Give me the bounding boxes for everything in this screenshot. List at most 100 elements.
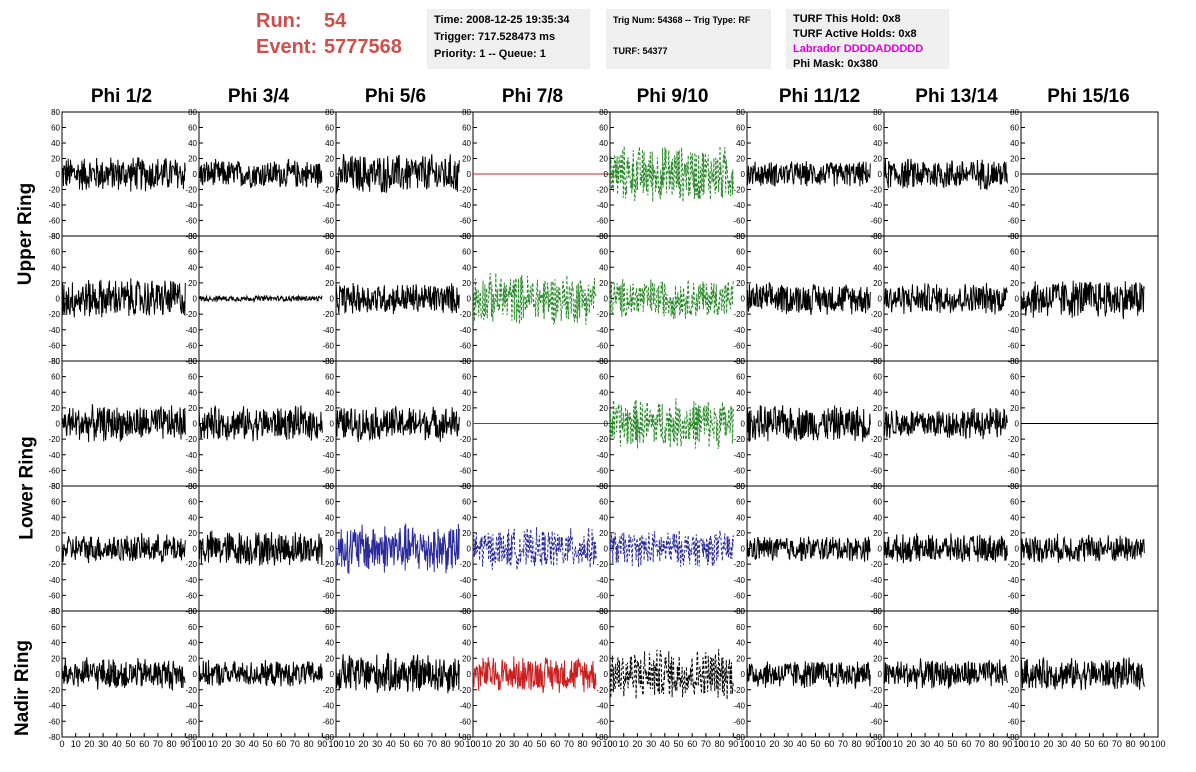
column-label-phi-1-2: Phi 1/2	[90, 86, 153, 107]
y-tick-label: 40	[188, 139, 197, 148]
y-tick-label: 0	[467, 420, 472, 429]
y-tick-label: -40	[733, 451, 745, 460]
y-tick-label: -20	[870, 686, 882, 695]
y-tick-label: 0	[56, 295, 61, 304]
y-tick-label: 0	[193, 420, 198, 429]
y-tick-label: 40	[51, 388, 60, 397]
y-tick-label: -20	[185, 310, 197, 319]
waveform-series	[198, 158, 323, 189]
y-tick-label: 60	[1010, 124, 1019, 133]
labrador-text: Labrador DDDDADDDDD	[793, 43, 924, 55]
y-tick-label: -60	[185, 466, 197, 475]
y-tick-label: 60	[873, 124, 882, 133]
y-tick-label: 40	[188, 639, 197, 648]
x-tick-label: 80	[441, 739, 451, 749]
y-tick-label: -60	[48, 466, 60, 475]
waveform-series	[609, 398, 734, 450]
y-tick-label: -60	[1007, 591, 1019, 600]
y-tick-label: 20	[325, 529, 334, 538]
x-tick-label: 30	[646, 739, 656, 749]
x-tick-label: 100	[876, 739, 891, 749]
y-tick-label: 80	[188, 232, 197, 241]
y-tick-label: 40	[325, 263, 334, 272]
y-tick-label: 0	[604, 170, 609, 179]
y-tick-label: -20	[48, 560, 60, 569]
x-tick-label: 10	[756, 739, 766, 749]
y-tick-label: -20	[596, 686, 608, 695]
y-tick-label: -40	[596, 201, 608, 210]
y-tick-label: -60	[185, 217, 197, 226]
y-tick-label: 40	[1010, 263, 1019, 272]
trig-num-text: Trig Num: 54368 -- Trig Type: RF	[613, 15, 751, 25]
y-tick-label: 20	[736, 155, 745, 164]
y-tick-label: -80	[48, 607, 60, 616]
y-tick-label: -20	[733, 560, 745, 569]
y-tick-label: 60	[599, 498, 608, 507]
y-tick-label: -20	[1007, 560, 1019, 569]
y-tick-label: -60	[596, 591, 608, 600]
x-tick-label: 80	[852, 739, 862, 749]
y-tick-label: 0	[330, 170, 335, 179]
y-tick-label: 20	[873, 529, 882, 538]
x-tick-label: 70	[290, 739, 300, 749]
y-tick-label: -60	[1007, 341, 1019, 350]
y-tick-label: 80	[1010, 232, 1019, 241]
y-tick-label: 20	[873, 155, 882, 164]
y-tick-label: -60	[870, 591, 882, 600]
y-tick-label: -20	[596, 560, 608, 569]
y-tick-label: -40	[322, 451, 334, 460]
x-tick-label: 50	[673, 739, 683, 749]
y-tick-label: -20	[48, 686, 60, 695]
y-tick-label: 80	[188, 482, 197, 491]
y-tick-label: 60	[325, 248, 334, 257]
y-tick-label: -40	[48, 201, 60, 210]
waveform-series	[198, 404, 323, 442]
y-tick-label: 20	[462, 155, 471, 164]
y-tick-label: 80	[873, 357, 882, 366]
x-tick-label: 20	[906, 739, 916, 749]
x-tick-label: 90	[728, 739, 738, 749]
y-tick-label: 20	[325, 155, 334, 164]
y-tick-label: 80	[51, 482, 60, 491]
y-tick-label: 40	[736, 639, 745, 648]
waveform-series	[472, 656, 597, 693]
y-tick-label: -20	[1007, 186, 1019, 195]
y-tick-label: 20	[1010, 404, 1019, 413]
y-tick-label: 60	[599, 373, 608, 382]
y-tick-label: 80	[1010, 607, 1019, 616]
y-tick-label: 40	[599, 263, 608, 272]
turf-this-hold-text: TURF This Hold: 0x8	[793, 13, 901, 25]
y-tick-label: 60	[1010, 498, 1019, 507]
y-tick-label: 20	[51, 155, 60, 164]
y-tick-label: 0	[330, 670, 335, 679]
x-tick-label: 20	[221, 739, 231, 749]
y-tick-label: 80	[736, 482, 745, 491]
column-label-phi-9-10: Phi 9/10	[636, 86, 709, 107]
waveform-series	[335, 154, 460, 194]
y-tick-label: 20	[462, 279, 471, 288]
x-tick-label: 0	[470, 739, 475, 749]
y-tick-label: -60	[596, 717, 608, 726]
y-tick-label: -60	[322, 217, 334, 226]
y-tick-label: 80	[736, 357, 745, 366]
waveform-series	[198, 294, 323, 304]
x-tick-label: 30	[235, 739, 245, 749]
y-tick-label: -80	[459, 733, 471, 742]
y-tick-label: 40	[188, 263, 197, 272]
y-tick-label: 80	[462, 357, 471, 366]
y-tick-label: 60	[188, 373, 197, 382]
y-tick-label: -20	[870, 560, 882, 569]
y-tick-label: -80	[48, 357, 60, 366]
x-tick-label: 0	[607, 739, 612, 749]
y-tick-label: -40	[733, 576, 745, 585]
y-tick-label: 60	[51, 373, 60, 382]
y-tick-label: -60	[1007, 717, 1019, 726]
y-tick-label: 0	[878, 295, 883, 304]
x-tick-label: 60	[824, 739, 834, 749]
y-tick-label: 60	[873, 248, 882, 257]
y-tick-label: -60	[322, 717, 334, 726]
y-tick-label: 80	[599, 108, 608, 117]
y-tick-label: -80	[48, 232, 60, 241]
waveform-series	[335, 523, 460, 574]
